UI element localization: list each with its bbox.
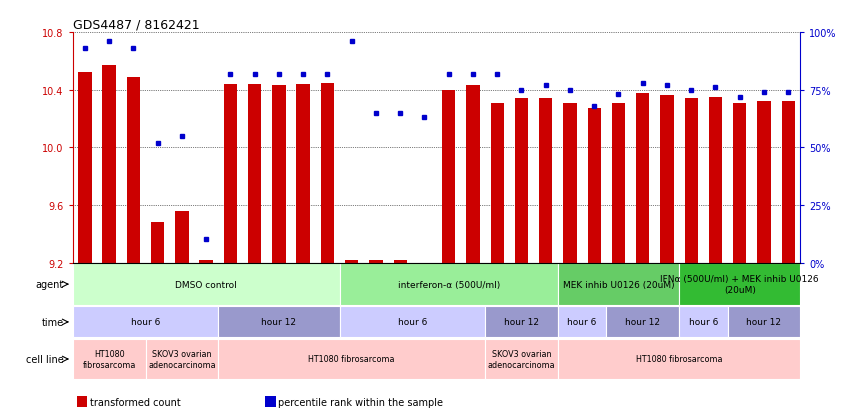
Bar — [485, 306, 558, 338]
Bar — [660, 96, 674, 263]
Text: hour 6: hour 6 — [131, 318, 160, 327]
Bar — [709, 98, 722, 263]
Text: cell line: cell line — [27, 354, 64, 364]
Bar — [563, 103, 577, 263]
Text: HT1080
fibrosarcoma: HT1080 fibrosarcoma — [82, 349, 136, 369]
Bar — [272, 86, 286, 263]
Bar — [321, 83, 334, 263]
Text: MEK inhib U0126 (20uM): MEK inhib U0126 (20uM) — [562, 280, 675, 289]
Bar — [606, 306, 679, 338]
Bar — [223, 85, 237, 263]
Bar — [539, 99, 552, 263]
Text: SKOV3 ovarian
adenocarcinoma: SKOV3 ovarian adenocarcinoma — [488, 349, 556, 369]
Bar — [73, 339, 146, 379]
Text: HT1080 fibrosarcoma: HT1080 fibrosarcoma — [308, 355, 395, 363]
Bar — [558, 339, 800, 379]
Bar — [369, 260, 383, 263]
Bar — [733, 103, 746, 263]
Bar — [175, 211, 188, 263]
Text: hour 6: hour 6 — [568, 318, 597, 327]
Bar — [782, 102, 795, 263]
Bar — [679, 264, 800, 305]
Text: percentile rank within the sample: percentile rank within the sample — [278, 397, 443, 407]
Bar — [467, 86, 479, 263]
Text: DMSO control: DMSO control — [175, 280, 237, 289]
Bar — [73, 264, 340, 305]
Text: IFNα (500U/ml) + MEK inhib U0126
(20uM): IFNα (500U/ml) + MEK inhib U0126 (20uM) — [661, 275, 819, 294]
Text: agent: agent — [36, 280, 64, 290]
Bar — [218, 339, 485, 379]
Text: interferon-α (500U/ml): interferon-α (500U/ml) — [397, 280, 500, 289]
Bar — [103, 66, 116, 263]
Bar — [248, 85, 261, 263]
Bar — [78, 73, 92, 263]
Bar — [345, 260, 359, 263]
Bar — [442, 90, 455, 263]
Bar — [636, 93, 650, 263]
Bar — [485, 339, 558, 379]
Bar — [151, 223, 164, 263]
Text: hour 12: hour 12 — [746, 318, 782, 327]
Bar — [587, 109, 601, 263]
Bar — [558, 306, 606, 338]
Text: transformed count: transformed count — [90, 397, 181, 407]
Bar — [685, 99, 698, 263]
Text: HT1080 fibrosarcoma: HT1080 fibrosarcoma — [636, 355, 722, 363]
Bar — [514, 99, 528, 263]
Text: SKOV3 ovarian
adenocarcinoma: SKOV3 ovarian adenocarcinoma — [148, 349, 216, 369]
Bar — [218, 306, 340, 338]
Bar — [612, 103, 625, 263]
Bar — [490, 103, 504, 263]
Text: hour 6: hour 6 — [689, 318, 718, 327]
Bar — [728, 306, 800, 338]
Bar — [340, 264, 558, 305]
Bar — [558, 264, 679, 305]
Text: hour 12: hour 12 — [261, 318, 296, 327]
Text: hour 12: hour 12 — [504, 318, 539, 327]
Text: hour 12: hour 12 — [625, 318, 660, 327]
Bar — [146, 339, 218, 379]
Text: GDS4487 / 8162421: GDS4487 / 8162421 — [73, 19, 199, 32]
Bar — [296, 85, 310, 263]
Bar — [679, 306, 728, 338]
Bar — [199, 260, 213, 263]
Bar — [73, 306, 218, 338]
Bar — [758, 102, 770, 263]
Text: hour 6: hour 6 — [398, 318, 427, 327]
Bar — [340, 306, 485, 338]
Bar — [127, 78, 140, 263]
Text: time: time — [42, 317, 64, 327]
Bar — [394, 260, 407, 263]
